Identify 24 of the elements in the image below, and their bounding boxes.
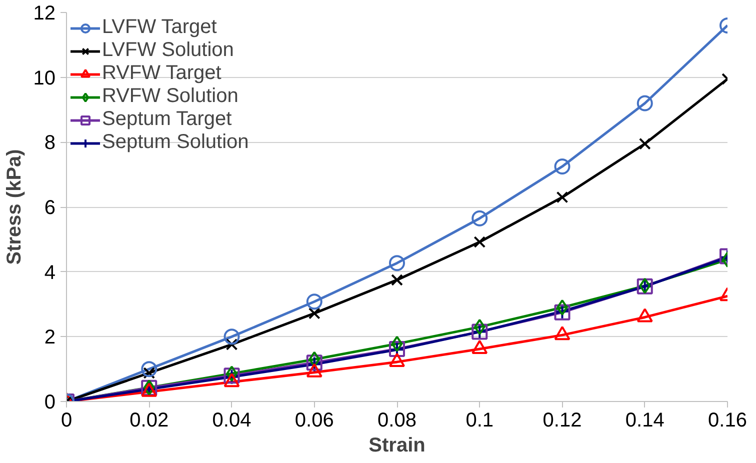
x-tick-label: 0.06 bbox=[294, 410, 334, 432]
legend-label: LVFW Target bbox=[102, 16, 217, 39]
x-tick-label: 0.08 bbox=[378, 410, 416, 432]
x-tick-label: 0.04 bbox=[212, 410, 252, 432]
y-tick-label: 8 bbox=[44, 132, 56, 154]
legend-label: Septum Solution bbox=[102, 131, 249, 154]
x-tick-label: 0.16 bbox=[708, 410, 747, 432]
y-tick-label: 0 bbox=[44, 392, 56, 414]
x-axis-title: Strain bbox=[368, 434, 426, 456]
legend-label: Septum Target bbox=[102, 108, 232, 131]
legend-label: RVFW Solution bbox=[102, 85, 238, 108]
y-tick-label: 6 bbox=[44, 197, 56, 219]
y-tick-label: 2 bbox=[44, 326, 56, 349]
legend-label: LVFW Solution bbox=[102, 39, 234, 62]
x-tick-label: 0.02 bbox=[130, 410, 169, 432]
x-tick-label: 0.12 bbox=[542, 410, 582, 432]
y-tick-label: 4 bbox=[44, 262, 56, 284]
x-tick-label: 0.1 bbox=[466, 410, 494, 432]
legend-label: RVFW Target bbox=[102, 62, 222, 85]
x-tick-label: 0.14 bbox=[625, 410, 664, 432]
x-tick-label: 0 bbox=[60, 410, 72, 432]
y-axis-title: Stress (kPa) bbox=[3, 149, 26, 265]
y-tick-label: 12 bbox=[33, 2, 56, 24]
y-tick-label: 10 bbox=[33, 67, 56, 90]
